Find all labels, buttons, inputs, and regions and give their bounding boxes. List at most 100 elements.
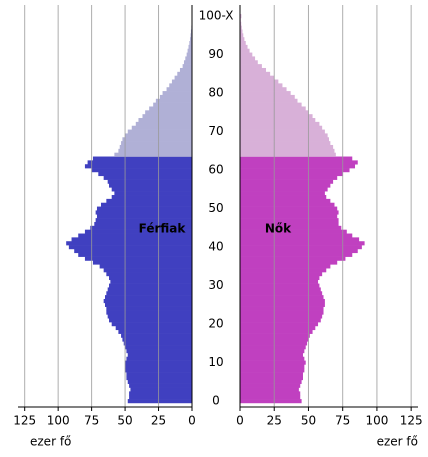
bar — [240, 272, 323, 277]
bar — [240, 152, 336, 157]
bar — [240, 352, 303, 358]
bar — [240, 329, 313, 334]
x-tick-label: 0 — [236, 414, 244, 428]
bar — [240, 333, 310, 338]
bar — [240, 225, 342, 230]
bar — [240, 79, 279, 84]
bar — [240, 372, 303, 377]
bar — [106, 198, 192, 204]
bar — [240, 198, 331, 204]
bar — [240, 306, 324, 311]
x-tick-label: 50 — [117, 414, 132, 428]
bar — [240, 233, 353, 238]
bar — [106, 306, 192, 311]
bar — [109, 318, 192, 323]
bar — [240, 75, 275, 80]
bar — [240, 48, 250, 53]
bar — [240, 106, 306, 111]
x-tick-label: 0 — [188, 414, 196, 428]
x-tick-label: 25 — [151, 414, 166, 428]
bar — [240, 221, 339, 227]
bar — [186, 52, 192, 57]
y-tick-label: 40 — [208, 240, 223, 254]
bar — [166, 87, 192, 92]
bar — [103, 268, 192, 273]
bar — [92, 260, 192, 265]
bar — [240, 318, 321, 323]
bar — [240, 287, 321, 292]
bar — [240, 283, 320, 288]
bar — [96, 206, 192, 211]
bar — [155, 98, 192, 103]
bar — [174, 75, 192, 80]
bar — [240, 133, 328, 138]
bar — [240, 94, 295, 100]
bar — [240, 252, 353, 257]
bar — [240, 33, 244, 38]
bar — [114, 152, 192, 157]
bar — [109, 183, 192, 188]
bar — [240, 41, 246, 46]
bar — [94, 221, 192, 227]
bar — [240, 260, 338, 265]
y-tick-label: 30 — [208, 278, 223, 292]
bar — [121, 141, 192, 146]
bar — [129, 391, 192, 396]
bar — [171, 79, 192, 84]
bar — [177, 71, 192, 76]
bar — [240, 175, 338, 180]
bar — [169, 83, 192, 88]
bar — [138, 118, 192, 123]
bar — [106, 272, 192, 277]
bar — [240, 345, 306, 350]
bar — [123, 341, 192, 346]
bar — [106, 310, 192, 315]
bar — [240, 241, 365, 246]
bar — [126, 356, 192, 361]
y-tick-label: 60 — [208, 163, 223, 177]
bar — [240, 141, 331, 146]
bar — [240, 156, 353, 161]
bar — [240, 191, 325, 196]
x-tick-label: 100 — [47, 414, 70, 428]
bar — [109, 275, 192, 281]
bar — [240, 214, 338, 219]
x-tick-label: 125 — [13, 414, 36, 428]
bar — [105, 302, 192, 307]
bar — [240, 202, 335, 207]
bar — [240, 87, 287, 92]
bar — [118, 329, 192, 334]
bar — [110, 279, 192, 284]
x-tick-label: 25 — [267, 414, 282, 428]
bar — [96, 214, 192, 219]
bar — [185, 56, 192, 61]
bar — [240, 121, 320, 127]
bar — [71, 237, 192, 242]
bar — [119, 144, 192, 150]
bar — [240, 360, 306, 365]
bar — [240, 98, 298, 103]
bar — [240, 279, 319, 284]
bar — [240, 237, 360, 242]
bar — [240, 187, 328, 192]
bar — [106, 291, 192, 296]
bar — [240, 218, 339, 223]
bar — [84, 164, 192, 169]
bar — [162, 91, 192, 96]
bar — [118, 148, 192, 153]
bar — [240, 291, 323, 296]
bar — [240, 391, 301, 396]
bar — [135, 121, 192, 127]
bar — [240, 264, 331, 269]
bar — [240, 256, 346, 261]
bar — [129, 395, 192, 400]
bar — [127, 399, 192, 404]
bar — [240, 21, 242, 26]
bar — [95, 210, 192, 215]
bar — [240, 125, 323, 130]
bar — [78, 233, 192, 238]
bar — [240, 383, 301, 388]
bar — [240, 310, 324, 315]
bar — [179, 67, 192, 73]
bar — [240, 67, 267, 73]
